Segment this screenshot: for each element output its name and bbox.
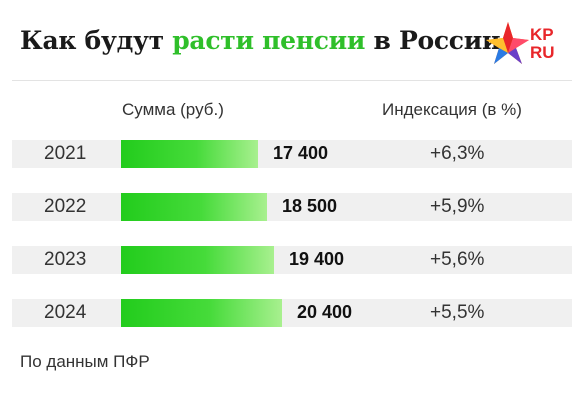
column-header-indexation: Индексация (в %) [382, 100, 522, 119]
pension-value-label: 18 500 [282, 196, 338, 216]
pension-bar [121, 140, 258, 168]
kp-star-icon [486, 22, 529, 64]
kp-logo-text-bottom: RU [530, 43, 555, 62]
indexation-value: +5,6% [430, 249, 485, 270]
year-label: 2022 [44, 196, 87, 217]
pension-value-label: 20 400 [297, 302, 353, 322]
divider [12, 80, 572, 81]
title-part-2: в России [365, 26, 501, 55]
title-part-1: Как будут [20, 26, 173, 55]
page-title: Как будут расти пенсии в России [20, 26, 501, 55]
pension-value-label: 19 400 [289, 249, 345, 269]
chart-row: 2022 18 500 +5,9% [12, 193, 572, 221]
pension-bar [121, 246, 274, 274]
pension-bar [121, 299, 282, 327]
source-note: По данным ПФР [20, 352, 150, 371]
chart-row: 2023 19 400 +5,6% [12, 246, 572, 274]
year-label: 2024 [44, 302, 87, 323]
indexation-value: +5,9% [430, 196, 485, 217]
chart-row: 2021 17 400 +6,3% [12, 140, 572, 168]
column-header-sum: Сумма (руб.) [122, 100, 224, 119]
year-label: 2021 [44, 143, 87, 164]
year-label: 2023 [44, 249, 87, 270]
title-accent: расти пенсии [172, 26, 366, 55]
pension-bar [121, 193, 267, 221]
kp-logo: KP RU [486, 22, 555, 64]
indexation-value: +6,3% [430, 143, 485, 164]
pension-value-label: 17 400 [273, 143, 329, 163]
indexation-value: +5,5% [430, 302, 485, 323]
chart-row: 2024 20 400 +5,5% [12, 299, 572, 327]
kp-logo-text-top: KP [530, 25, 554, 44]
